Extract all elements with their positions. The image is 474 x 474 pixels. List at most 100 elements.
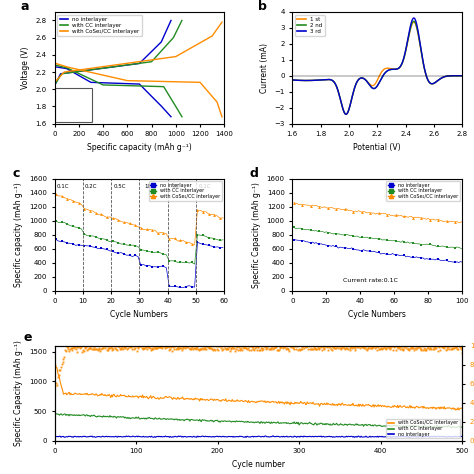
Point <box>297 345 304 353</box>
Point <box>365 344 372 352</box>
Point <box>125 343 133 350</box>
Point <box>395 344 402 351</box>
Point <box>430 345 438 353</box>
Point <box>65 347 73 355</box>
Point <box>425 345 432 353</box>
Point <box>245 343 252 350</box>
Point <box>168 347 176 355</box>
Point <box>202 345 210 353</box>
Point <box>109 345 117 353</box>
Point <box>62 347 70 355</box>
Point <box>317 342 324 350</box>
Point <box>352 342 360 350</box>
Point <box>172 342 179 350</box>
Point <box>137 342 145 350</box>
Point <box>238 346 246 354</box>
Point <box>408 343 415 350</box>
Point <box>366 344 374 352</box>
Point <box>384 343 392 351</box>
Point <box>155 343 163 351</box>
Point <box>453 343 460 350</box>
Text: 1C: 1C <box>144 184 152 189</box>
Point <box>157 343 165 351</box>
Point <box>70 343 77 351</box>
Point <box>102 342 109 350</box>
Point <box>91 343 98 351</box>
Point <box>130 345 137 353</box>
Point <box>91 346 99 353</box>
Point <box>422 346 430 354</box>
Point <box>201 343 208 351</box>
Point <box>389 346 397 354</box>
Y-axis label: Current (mA): Current (mA) <box>260 43 269 93</box>
Point <box>446 342 454 350</box>
Point <box>266 345 273 353</box>
Point <box>445 346 453 353</box>
Point <box>320 345 328 352</box>
Point <box>421 346 428 353</box>
Point <box>309 345 316 353</box>
Point <box>352 344 359 352</box>
Point <box>246 343 254 350</box>
Point <box>403 342 410 350</box>
Point <box>201 346 209 353</box>
Point <box>173 344 181 352</box>
Point <box>112 345 119 352</box>
Point <box>136 342 143 350</box>
Point <box>438 344 446 351</box>
Point <box>342 343 349 350</box>
Point <box>346 346 354 354</box>
Point <box>363 346 371 353</box>
Point <box>310 343 318 350</box>
Point <box>252 343 260 351</box>
Point <box>262 343 269 351</box>
Point <box>258 345 265 352</box>
Point <box>437 342 445 350</box>
Point <box>312 345 320 353</box>
Point <box>409 345 416 352</box>
Point <box>61 346 69 354</box>
Point <box>419 342 426 350</box>
Point <box>95 345 102 352</box>
Point <box>97 345 105 353</box>
Point <box>139 344 146 352</box>
Point <box>392 346 400 354</box>
Point <box>454 346 461 353</box>
Point <box>285 346 292 353</box>
Point <box>59 358 66 366</box>
Point <box>175 345 183 352</box>
Point <box>176 345 184 352</box>
Point <box>454 345 462 352</box>
Point <box>52 382 59 390</box>
Point <box>180 345 187 352</box>
Point <box>273 346 281 354</box>
Point <box>242 345 250 352</box>
Text: e: e <box>24 331 32 344</box>
Y-axis label: Specific Capacity (mAh g⁻¹): Specific Capacity (mAh g⁻¹) <box>252 182 261 288</box>
Point <box>148 345 156 352</box>
Point <box>217 344 225 352</box>
Point <box>200 344 208 352</box>
Point <box>319 344 327 351</box>
Point <box>445 343 452 351</box>
Point <box>290 343 297 351</box>
Point <box>288 342 296 350</box>
Point <box>444 343 451 351</box>
Point <box>103 346 110 354</box>
Point <box>283 344 291 352</box>
Point <box>387 344 395 351</box>
Point <box>412 342 419 350</box>
Point <box>196 346 203 353</box>
Y-axis label: Specific Capacity (mAh g⁻¹): Specific Capacity (mAh g⁻¹) <box>14 340 23 446</box>
Point <box>87 345 94 352</box>
Point <box>236 346 243 354</box>
Point <box>296 346 304 353</box>
X-axis label: Potential (V): Potential (V) <box>354 143 401 152</box>
Point <box>329 343 337 351</box>
Point <box>255 344 262 351</box>
Point <box>424 343 432 351</box>
Point <box>208 345 216 353</box>
Point <box>318 346 326 353</box>
Point <box>367 344 374 352</box>
Point <box>360 344 367 352</box>
